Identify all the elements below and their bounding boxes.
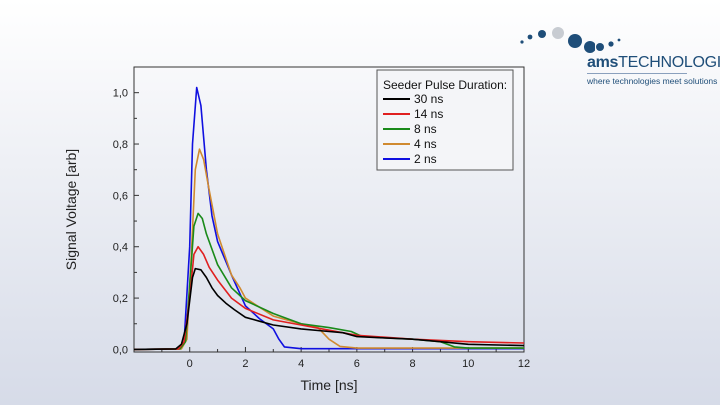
x-axis-label: Time [ns] [300,377,357,393]
x-tick-label: 2 [242,358,248,370]
x-tick-label: 4 [298,358,304,370]
series-line-14ns [133,245,525,351]
legend-label: 30 ns [414,92,443,106]
x-tick-label: 6 [354,358,360,370]
y-tick-label: 1,0 [113,88,128,100]
y-tick-label: 0,8 [113,139,128,151]
legend-label: 4 ns [414,137,437,151]
legend-label: 2 ns [414,152,437,166]
y-tick-label: 0,6 [113,190,128,202]
series-line-30ns [133,267,525,351]
company-logo: amsTECHNOLOGIES where technologies meet … [515,22,720,92]
x-tick-label: 10 [462,358,474,370]
logo-brand: amsTECHNOLOGIES [587,54,720,71]
y-axis-label: Signal Voltage [arb] [63,149,79,270]
y-tick-label: 0,2 [113,293,128,305]
y-tick-label: 0,4 [113,242,128,254]
y-tick-label: 0,0 [113,344,128,356]
legend-title: Seeder Pulse Duration: [383,78,507,92]
logo-dots-icon [520,27,595,53]
x-tick-label: 12 [518,358,530,370]
series-line-2ns [133,86,524,351]
x-tick-label: 0 [187,358,193,370]
legend-label: 8 ns [414,122,437,136]
logo-dots-icon-2 [596,38,621,51]
x-tick-label: 8 [410,358,416,370]
legend-label: 14 ns [414,107,443,121]
logo-divider [587,73,687,74]
logo-tagline: where technologies meet solutions [587,76,718,86]
legend-box [376,69,514,171]
